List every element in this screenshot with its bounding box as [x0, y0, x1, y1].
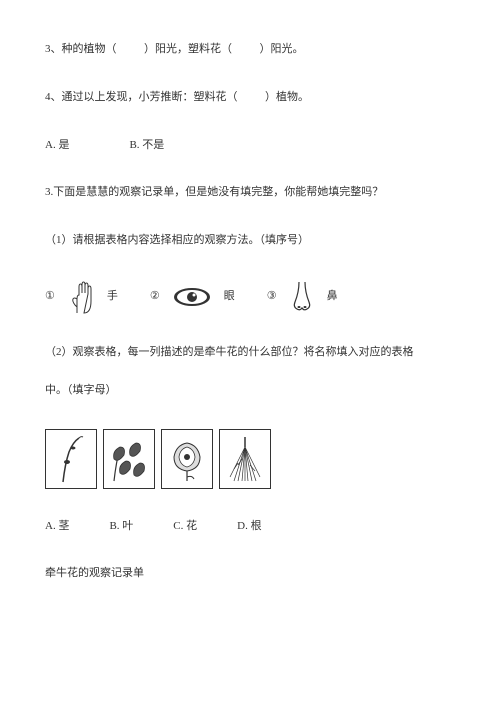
number-1: ① — [45, 287, 55, 307]
eye-icon — [172, 286, 212, 308]
number-3: ③ — [267, 287, 277, 307]
question-4-options: A. 是 B. 不是 — [45, 136, 455, 156]
image-leaf — [103, 429, 155, 489]
question-3-sub1: （1）请根据表格内容选择相应的观察方法。（填序号） — [45, 231, 455, 251]
question-3-sub2-line1: （2）观察表格，每一列描述的是牵牛花的什么部位？将名称填入对应的表格 — [45, 343, 455, 363]
text: ）阳光。 — [260, 43, 304, 55]
option-b[interactable]: B. 不是 — [129, 136, 164, 156]
number-2: ② — [150, 287, 160, 307]
label-nose: 鼻 — [327, 287, 338, 307]
observation-method-icons: ① 手 ② 眼 ③ 鼻 — [45, 279, 455, 315]
plant-images-row — [45, 429, 455, 489]
label-eye: 眼 — [224, 287, 235, 307]
text: 3、种的植物（ — [45, 43, 117, 55]
image-flower — [161, 429, 213, 489]
question-3-fill: 3、种的植物（ ）阳光，塑料花（ ）阳光。 — [45, 40, 455, 60]
blank[interactable] — [240, 91, 262, 103]
blank[interactable] — [119, 43, 141, 55]
text: ）植物。 — [265, 91, 309, 103]
option-a[interactable]: A. 是 — [45, 136, 69, 156]
nose-icon — [289, 280, 315, 314]
option-stem[interactable]: A. 茎 — [45, 517, 69, 537]
question-4-fill: 4、通过以上发现，小芳推断：塑料花（ ）植物。 — [45, 88, 455, 108]
option-leaf[interactable]: B. 叶 — [109, 517, 133, 537]
question-3-sub2-line2: 中。（填字母） — [45, 381, 455, 401]
option-root[interactable]: D. 根 — [237, 517, 261, 537]
text: ）阳光，塑料花（ — [144, 43, 232, 55]
question-3-main: 3.下面是慧慧的观察记录单，但是她没有填完整，你能帮她填完整吗？ — [45, 183, 455, 203]
blank[interactable] — [235, 43, 257, 55]
text: 4、通过以上发现，小芳推断：塑料花（ — [45, 91, 238, 103]
image-stem — [45, 429, 97, 489]
label-hand: 手 — [107, 287, 118, 307]
image-root — [219, 429, 271, 489]
hand-icon — [67, 279, 95, 315]
plant-part-options: A. 茎 B. 叶 C. 花 D. 根 — [45, 517, 455, 537]
option-flower[interactable]: C. 花 — [173, 517, 197, 537]
record-sheet-title: 牵牛花的观察记录单 — [45, 564, 455, 584]
